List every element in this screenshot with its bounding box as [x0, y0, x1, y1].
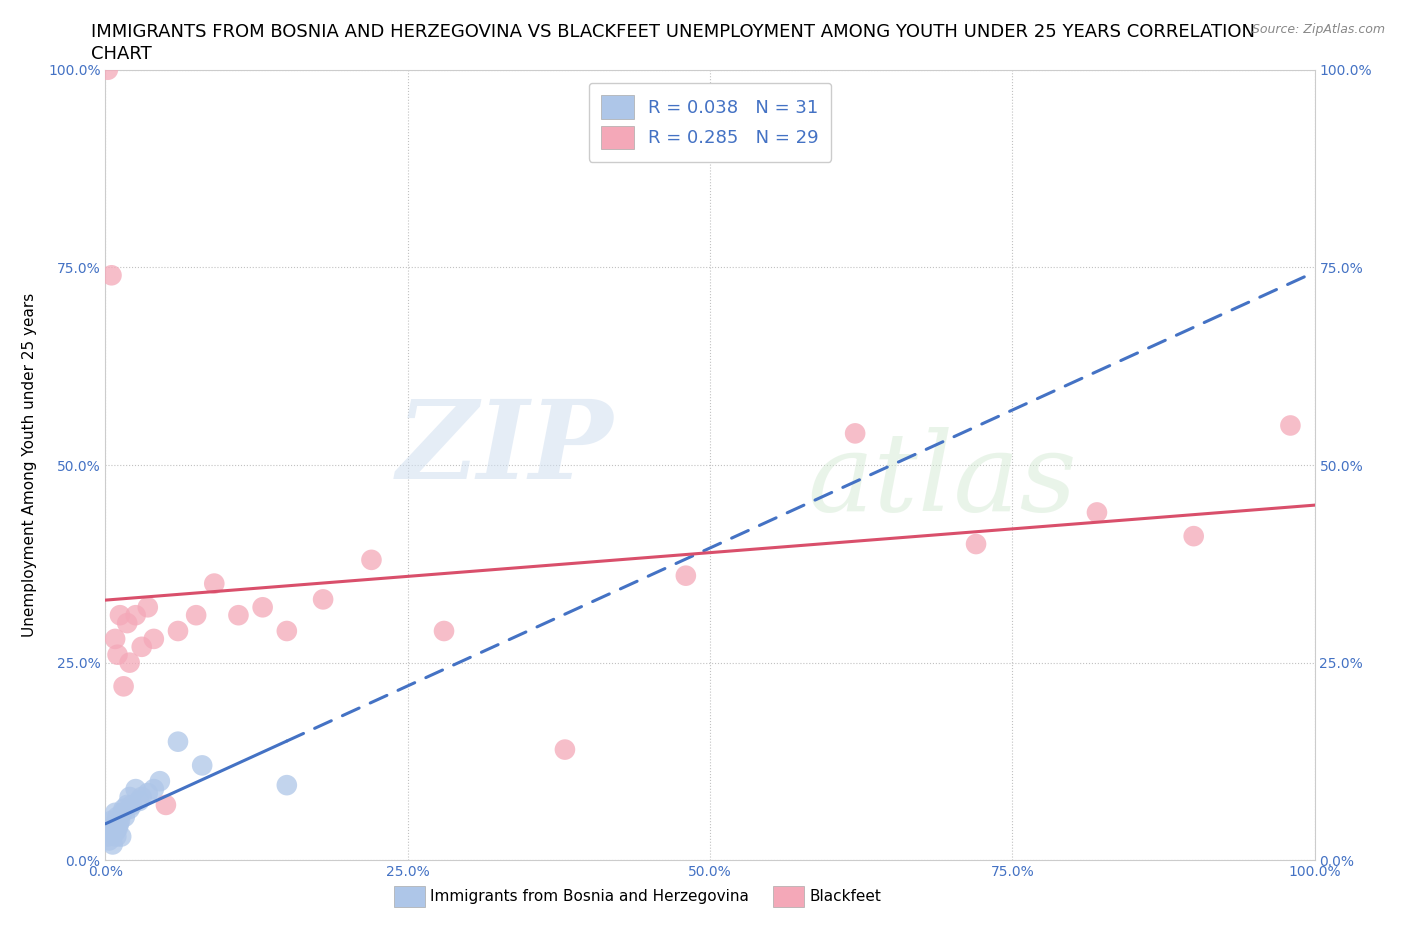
Point — [360, 552, 382, 567]
Point — [112, 679, 135, 694]
Point — [312, 592, 335, 607]
Point — [276, 777, 298, 792]
Point — [124, 608, 148, 623]
Point — [118, 802, 141, 817]
Legend: R = 0.038   N = 31, R = 0.285   N = 29: R = 0.038 N = 31, R = 0.285 N = 29 — [589, 83, 831, 162]
Point — [107, 821, 129, 836]
Point — [100, 813, 122, 829]
Text: ZIP: ZIP — [396, 395, 613, 503]
Point — [118, 656, 141, 671]
Point — [228, 608, 250, 623]
Point — [100, 825, 122, 840]
Point — [167, 624, 190, 639]
Point — [121, 798, 143, 813]
Point — [136, 600, 159, 615]
Point — [554, 742, 576, 757]
Point — [131, 640, 153, 655]
Point — [103, 817, 125, 832]
Point — [128, 793, 150, 808]
Point — [115, 798, 138, 813]
Point — [136, 786, 159, 801]
Point — [142, 631, 165, 646]
Text: Blackfeet: Blackfeet — [810, 889, 882, 904]
Point — [107, 817, 129, 832]
Point — [191, 758, 214, 773]
Text: atlas: atlas — [807, 427, 1077, 535]
Point — [104, 825, 127, 840]
Point — [110, 830, 132, 844]
Text: IMMIGRANTS FROM BOSNIA AND HERZEGOVINA VS BLACKFEET UNEMPLOYMENT AMONG YOUTH UND: IMMIGRANTS FROM BOSNIA AND HERZEGOVINA V… — [91, 23, 1256, 41]
Text: Immigrants from Bosnia and Herzegovina: Immigrants from Bosnia and Herzegovina — [430, 889, 749, 904]
Point — [131, 790, 153, 804]
Point — [108, 813, 131, 829]
Point — [149, 774, 172, 789]
Point — [1085, 505, 1108, 520]
Point — [98, 833, 121, 848]
Point — [104, 631, 127, 646]
Point — [124, 781, 148, 796]
Point — [202, 577, 225, 591]
Point — [107, 809, 129, 824]
Point — [97, 62, 120, 77]
Point — [167, 735, 190, 750]
Point — [112, 802, 135, 817]
Point — [105, 830, 128, 844]
Point — [115, 616, 138, 631]
Point — [1279, 418, 1302, 433]
Point — [276, 624, 298, 639]
Point — [1182, 528, 1205, 543]
Point — [844, 426, 866, 441]
Point — [111, 805, 134, 820]
Point — [186, 608, 208, 623]
Y-axis label: Unemployment Among Youth under 25 years: Unemployment Among Youth under 25 years — [22, 293, 37, 637]
Point — [118, 790, 141, 804]
Point — [675, 568, 697, 583]
Point — [142, 781, 165, 796]
Point — [433, 624, 456, 639]
Point — [155, 798, 177, 813]
Point — [252, 600, 274, 615]
Point — [104, 805, 127, 820]
Point — [100, 268, 122, 283]
Point — [965, 537, 987, 551]
Point — [107, 647, 129, 662]
Point — [108, 608, 131, 623]
Text: CHART: CHART — [91, 45, 152, 62]
Point — [98, 821, 121, 836]
Point — [114, 809, 136, 824]
Point — [97, 830, 120, 844]
Text: Source: ZipAtlas.com: Source: ZipAtlas.com — [1251, 23, 1385, 36]
Point — [101, 837, 124, 852]
